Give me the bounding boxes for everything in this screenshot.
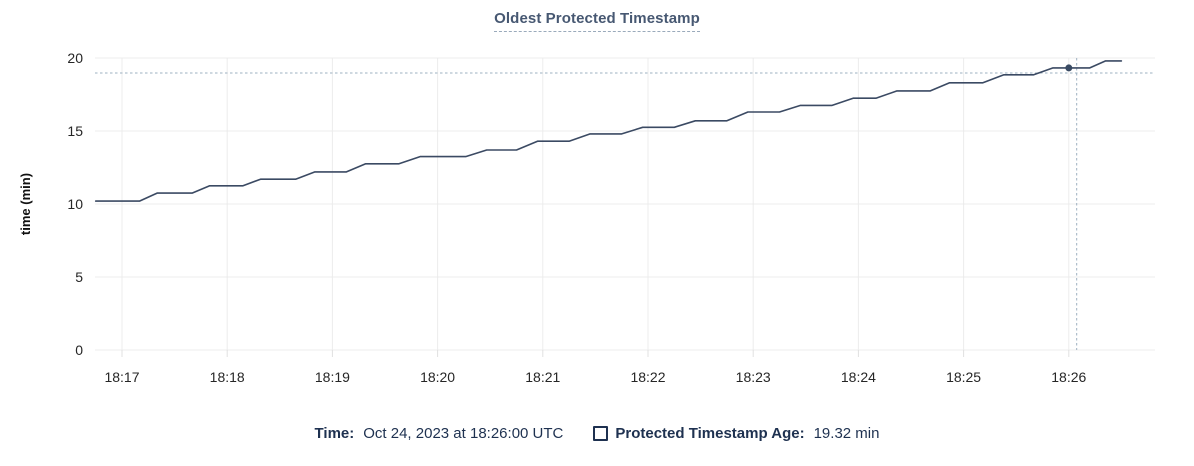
y-tick-label: 15	[67, 123, 83, 139]
x-axis-labels: 18:17 18:18 18:19 18:20 18:21 18:22 18:23 18:24…	[104, 369, 1086, 385]
x-tick-label: 18:23	[736, 369, 771, 385]
x-tick-label: 18:20	[420, 369, 455, 385]
y-tick-label: 10	[67, 196, 83, 212]
series-label: Protected Timestamp Age:	[615, 424, 805, 442]
x-tick-label: 18:18	[210, 369, 245, 385]
y-tick-label: 20	[67, 50, 83, 66]
x-tick-label: 18:17	[104, 369, 139, 385]
time-label: Time:	[314, 424, 355, 442]
chart-header: Oldest Protected Timestamp	[0, 10, 1194, 32]
series-value: 19.32 min	[813, 424, 880, 442]
chart-title[interactable]: Oldest Protected Timestamp	[494, 10, 700, 32]
x-tick-label: 18:19	[315, 369, 350, 385]
x-gridlines	[121, 58, 1070, 357]
y-tick-label: 0	[75, 342, 83, 358]
y-axis-labels: 0 5 10 15 20	[67, 50, 83, 358]
y-tick-label: 5	[75, 269, 83, 285]
x-tick-label: 18:22	[630, 369, 665, 385]
x-tick-label: 18:21	[525, 369, 560, 385]
chart-hover-legend: Time: Oct 24, 2023 at 18:26:00 UTC Prote…	[0, 419, 1194, 447]
legend-checkbox-icon[interactable]	[593, 425, 609, 441]
y-gridlines	[95, 57, 1155, 351]
hovered-point-marker	[1065, 64, 1073, 72]
y-axis-title: time (min)	[18, 173, 33, 235]
x-tick-label: 18:24	[841, 369, 876, 385]
x-tick-label: 18:25	[946, 369, 981, 385]
time-value: Oct 24, 2023 at 18:26:00 UTC	[363, 424, 564, 442]
x-tick-label: 18:26	[1051, 369, 1086, 385]
series-line-protected-timestamp-age	[94, 60, 1123, 202]
